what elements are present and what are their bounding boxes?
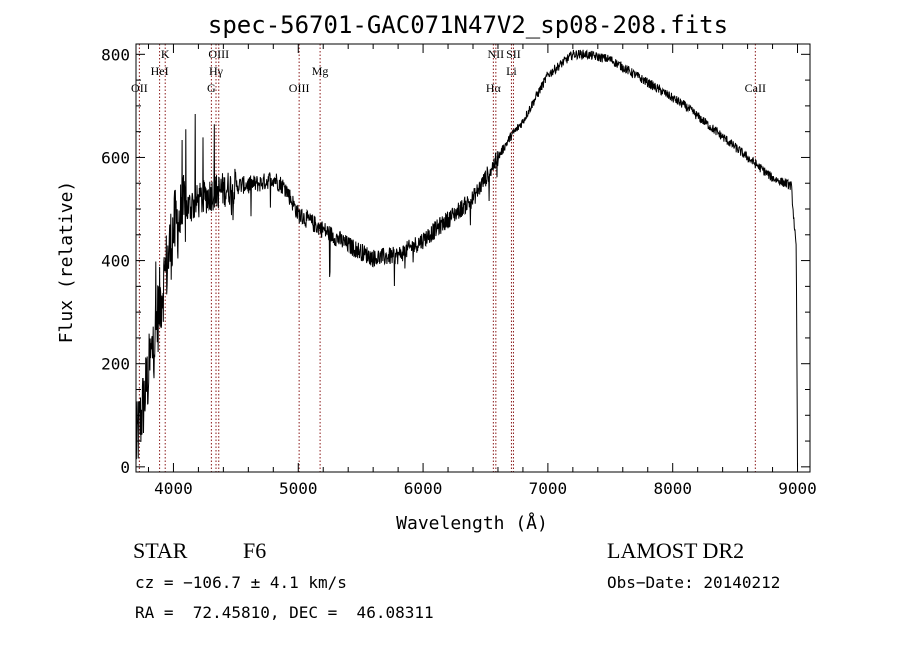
survey-name: LAMOST DR2 xyxy=(607,538,745,563)
object-class: STAR xyxy=(133,538,188,563)
line-label-7: Mg xyxy=(312,64,329,78)
spectrum-line xyxy=(135,49,798,467)
y-tick-label: 0 xyxy=(120,458,130,477)
line-label-6: OIII xyxy=(289,81,310,95)
x-tick-label: 9000 xyxy=(778,479,817,498)
y-tick-label: 600 xyxy=(101,148,130,167)
redshift-readout: cz = −106.7 ± 4.1 km/s xyxy=(135,573,347,592)
coordinates: RA = 72.45810, DEC = 46.08311 xyxy=(135,603,434,622)
y-axis-label: Flux (relative) xyxy=(56,181,77,344)
x-tick-label: 8000 xyxy=(653,479,692,498)
line-label-10: Li xyxy=(506,64,517,78)
y-tick-label: 200 xyxy=(101,355,130,374)
x-tick-label: 6000 xyxy=(404,479,443,498)
y-tick-label: 800 xyxy=(101,45,130,64)
line-label-11: SII xyxy=(506,47,521,61)
observation-date: Obs−Date: 20140212 xyxy=(607,573,781,592)
x-tick-label: 5000 xyxy=(279,479,318,498)
line-label-9: NII xyxy=(488,47,505,61)
line-label-0: OII xyxy=(131,81,148,95)
chart-title: spec-56701-GAC071N47V2_sp08-208.fits xyxy=(208,11,728,39)
plot-frame xyxy=(135,43,811,473)
object-subclass: F6 xyxy=(243,538,267,563)
x-tick-label: 7000 xyxy=(529,479,568,498)
line-label-5: OIII xyxy=(208,47,229,61)
y-tick-label: 400 xyxy=(101,252,130,271)
line-label-1: HeI xyxy=(151,64,169,78)
line-label-3: G xyxy=(207,81,216,95)
line-label-12: CaII xyxy=(745,81,766,95)
line-label-4: Hγ xyxy=(209,64,224,78)
x-axis-label: Wavelength (Å) xyxy=(396,512,548,534)
line-label-8: Hα xyxy=(486,81,502,95)
line-label-2: K xyxy=(161,47,170,61)
x-tick-label: 4000 xyxy=(154,479,193,498)
